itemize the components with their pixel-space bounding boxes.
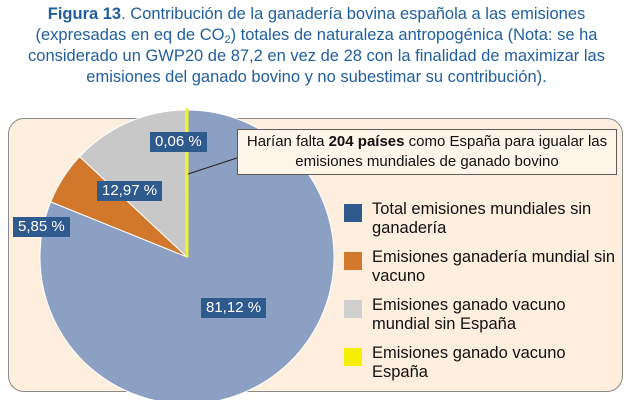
slice-label-spain: 0,06 % (150, 132, 207, 152)
legend-label: Emisiones ganado vacuno mundial sin Espa… (372, 296, 566, 333)
slice-label-livestock: 5,85 % (13, 217, 70, 237)
slice-label-cattle: 12,97 % (97, 181, 163, 201)
slice-label-total: 81,12 % (201, 298, 267, 318)
legend-swatch (344, 348, 362, 366)
annotation-note: Harían falta 204 países como España para… (237, 129, 617, 175)
caption-text-2: ) totales de naturaleza antropogénica (N… (28, 26, 605, 86)
note-bold: 204 países (328, 133, 405, 150)
legend-swatch (344, 300, 362, 318)
legend-label: Emisiones ganado vacuno España (372, 344, 566, 381)
legend-label: Emisiones ganadería mundial sin vacuno (372, 248, 616, 285)
figure-label: Figura 13 (47, 5, 122, 23)
caption-subscript: 2 (224, 34, 231, 46)
legend-swatch (344, 204, 362, 222)
figure-caption: Figura 13. Contribución de la ganadería … (6, 4, 627, 88)
leader-line (187, 155, 244, 175)
legend-swatch (344, 252, 362, 270)
caption-text-1: . Contribución de la ganadería bovina es… (35, 5, 586, 44)
note-prefix: Harían falta (246, 133, 329, 150)
legend-label: Total emisiones mundiales sin ganadería (372, 200, 592, 237)
note-suffix: como España para igualar las emisiones m… (295, 133, 608, 170)
